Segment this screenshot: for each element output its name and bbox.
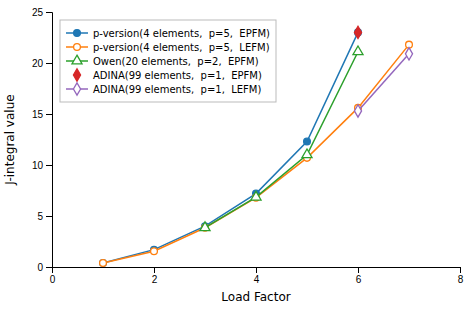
legend-label: p-version(4 elements, p=5, EPFM) <box>93 28 270 39</box>
legend-item: p-version(4 elements, p=5, LEFM) <box>66 42 270 53</box>
tick-label: 5 <box>37 211 43 222</box>
data-point <box>405 48 412 60</box>
x-axis: 0 2 4 6 8 <box>50 267 464 285</box>
data-point <box>302 149 312 158</box>
legend-label: Owen(20 elements, p=2, EPFM) <box>93 56 259 67</box>
tick: 25 <box>32 7 52 18</box>
data-point <box>354 26 361 38</box>
legend-swatch-marker <box>72 55 82 64</box>
tick-mark <box>46 12 52 13</box>
data-point <box>251 191 261 200</box>
tick-mark <box>46 114 52 115</box>
plot: 0 2 4 6 8 0 5 10 15 20 25 p-version(4 elements, p=5… <box>32 7 464 285</box>
tick-mark <box>46 165 52 166</box>
legend-swatch-marker <box>74 30 81 37</box>
tick: 5 <box>37 211 52 222</box>
legend-swatch-marker <box>73 69 80 81</box>
axis-line <box>46 13 53 268</box>
legend-item: ADINA(99 elements, p=1, EPFM) <box>73 69 262 81</box>
y-axis-title: J-integral value <box>3 94 17 185</box>
tick-mark <box>358 267 359 273</box>
tick: 2 <box>152 267 158 285</box>
legend-label: ADINA(99 elements, p=1, LEFM) <box>93 84 261 95</box>
data-point <box>151 248 158 255</box>
data-point <box>353 46 363 55</box>
data-point <box>354 105 361 117</box>
series <box>354 48 412 117</box>
x-axis-title: Load Factor <box>221 290 290 304</box>
tick-mark <box>460 267 461 273</box>
legend-label: p-version(4 elements, p=5, LEFM) <box>93 42 270 53</box>
legend-item: ADINA(99 elements, p=1, LEFM) <box>66 83 261 95</box>
legend-item: p-version(4 elements, p=5, EPFM) <box>66 28 270 39</box>
tick-label: 10 <box>32 160 44 171</box>
tick-mark <box>46 216 52 217</box>
tick-label: 15 <box>32 109 44 120</box>
data-point <box>304 138 311 145</box>
legend-box <box>60 20 276 102</box>
tick-label: 4 <box>254 274 260 285</box>
data-point <box>100 260 107 267</box>
legend-swatch-marker <box>74 44 81 51</box>
tick: 20 <box>32 58 52 69</box>
y-axis: 0 5 10 15 20 25 <box>32 7 53 273</box>
data-point <box>100 260 107 267</box>
tick: 15 <box>32 109 52 120</box>
tick-label: 6 <box>356 274 362 285</box>
tick-label: 25 <box>32 7 44 18</box>
tick-mark <box>256 267 257 273</box>
series <box>354 26 361 38</box>
tick-label: 0 <box>50 274 56 285</box>
series-line <box>358 54 409 111</box>
tick-label: 0 <box>37 262 43 273</box>
tick: 0 <box>37 262 52 273</box>
tick: 0 <box>50 267 56 285</box>
tick: 4 <box>254 267 260 285</box>
tick-label: 2 <box>152 274 158 285</box>
tick-label: 8 <box>458 274 464 285</box>
legend: p-version(4 elements, p=5, EPFM) p-versio… <box>60 20 276 102</box>
tick-label: 20 <box>32 58 44 69</box>
tick: 8 <box>458 267 464 285</box>
data-point <box>200 222 210 231</box>
tick: 6 <box>356 267 362 285</box>
tick-mark <box>46 267 52 268</box>
tick: 10 <box>32 160 52 171</box>
tick-mark <box>154 267 155 273</box>
chart: 0 2 4 6 8 0 5 10 15 20 25 p-version(4 elements, p=5… <box>0 0 474 309</box>
tick-mark <box>46 63 52 64</box>
axis-line <box>53 268 461 274</box>
legend-item: Owen(20 elements, p=2, EPFM) <box>66 55 259 66</box>
legend-swatch-marker <box>73 83 80 95</box>
legend-label: ADINA(99 elements, p=1, EPFM) <box>93 70 262 81</box>
